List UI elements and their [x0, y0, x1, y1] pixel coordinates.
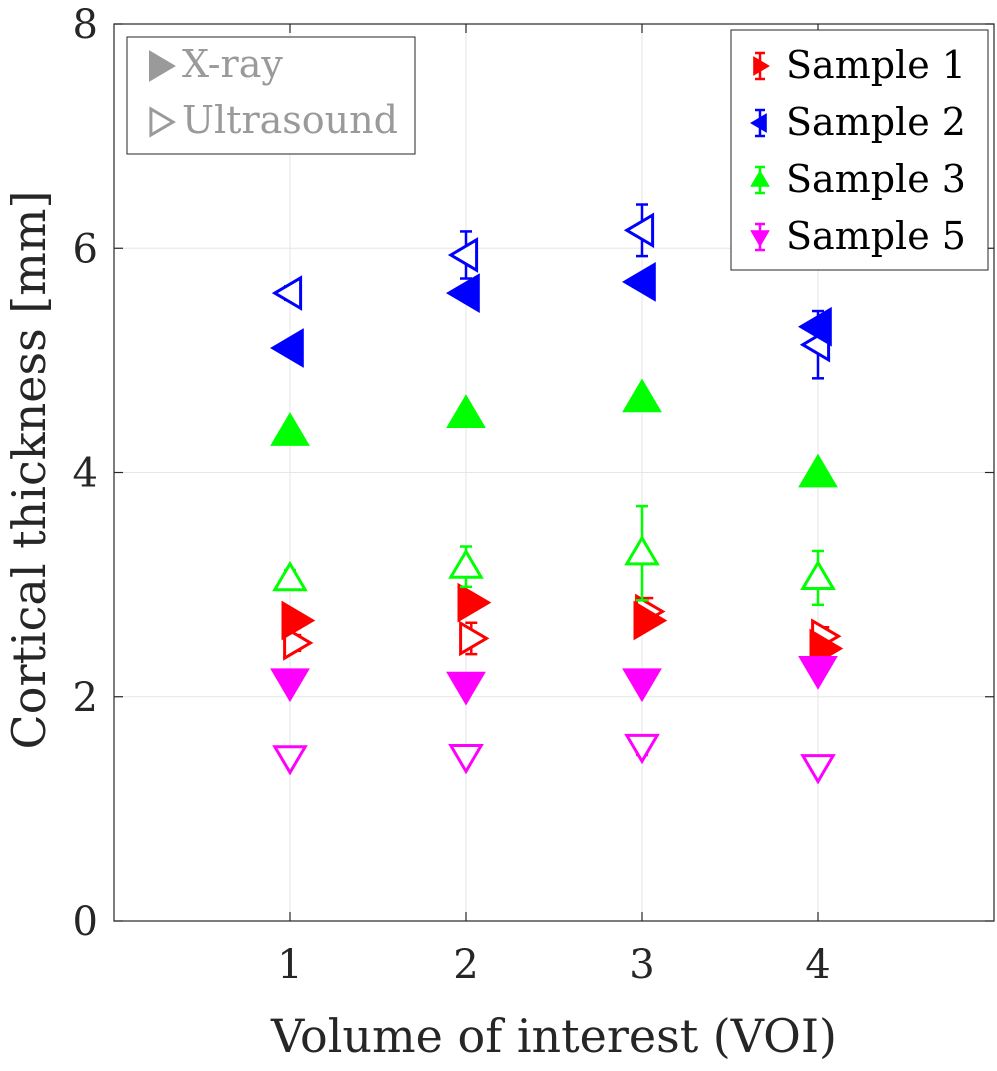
method-legend-label-xray: X-ray — [182, 42, 283, 86]
y-tick-label-2: 2 — [73, 675, 98, 721]
point-xray-sample-3-voi-3 — [622, 378, 662, 413]
sample-legend-box — [730, 29, 989, 271]
series-sample-5 — [270, 656, 838, 785]
point-xray-sample-5-voi-2 — [446, 671, 486, 706]
point-xray-sample-1-voi-1 — [281, 600, 316, 641]
point-xray-sample-2-voi-3 — [622, 262, 656, 302]
legend-marker-sample-2 — [750, 113, 767, 133]
point-xray-sample-2-voi-2 — [446, 273, 480, 313]
series-sample-1 — [281, 582, 844, 669]
point-xray-sample-2-voi-1 — [270, 328, 304, 368]
legend-marker-sample-5 — [750, 230, 770, 247]
point-ultrasound-sample-3-voi-4 — [800, 559, 836, 590]
y-tick-label-4: 4 — [73, 451, 98, 497]
axis-ticks — [114, 23, 994, 922]
legend-label-sample-5: Sample 5 — [786, 214, 966, 258]
legend-marker-ultrasound — [149, 106, 176, 138]
x-tick-label-4: 4 — [805, 942, 830, 988]
method-legend-label-ultrasound: Ultrasound — [182, 98, 398, 142]
x-tick-label-3: 3 — [629, 942, 654, 988]
y-tick-labels: 0 2 4 6 8 — [73, 2, 98, 945]
legend-label-sample-3: Sample 3 — [786, 157, 966, 201]
point-xray-sample-1-voi-2 — [457, 582, 492, 623]
sample-legend: Sample 1 Sample 2 Sample 3 Sample 5 — [730, 29, 989, 271]
point-ultrasound-sample-5-voi-2 — [448, 744, 484, 775]
series-sample-2 — [270, 203, 832, 380]
method-legend: X-ray Ultrasound — [126, 36, 416, 155]
y-tick-label-8: 8 — [73, 2, 98, 48]
point-ultrasound-sample-2-voi-3 — [623, 212, 655, 249]
y-tick-label-0: 0 — [73, 899, 98, 945]
x-axis-title: Volume of interest (VOI) — [270, 1009, 837, 1063]
point-xray-sample-5-voi-1 — [270, 668, 310, 703]
x-tick-label-2: 2 — [453, 942, 478, 988]
point-xray-sample-5-voi-4 — [798, 656, 838, 690]
point-ultrasound-sample-1-voi-2 — [459, 620, 490, 657]
point-xray-sample-3-voi-4 — [798, 453, 838, 488]
legend-label-sample-2: Sample 2 — [786, 100, 966, 144]
series-sample-3 — [270, 378, 838, 607]
point-ultrasound-sample-5-voi-3 — [624, 733, 660, 765]
y-tick-label-6: 6 — [73, 226, 98, 272]
point-xray-sample-3-voi-2 — [446, 394, 486, 428]
point-xray-sample-5-voi-3 — [622, 668, 662, 703]
point-ultrasound-sample-3-voi-3 — [624, 535, 660, 566]
point-xray-sample-2-voi-4 — [798, 306, 832, 347]
x-tick-label-1: 1 — [277, 942, 302, 988]
point-ultrasound-sample-5-voi-1 — [272, 745, 308, 776]
method-legend-box — [126, 36, 416, 155]
point-ultrasound-sample-1-voi-1 — [283, 625, 314, 661]
data-marks — [270, 203, 844, 785]
point-ultrasound-sample-3-voi-1 — [272, 560, 308, 592]
point-ultrasound-sample-2-voi-2 — [447, 237, 479, 273]
point-ultrasound-sample-2-voi-1 — [271, 275, 303, 311]
y-axis-title: Cortical thickness [mm] — [2, 191, 56, 750]
point-ultrasound-sample-5-voi-4 — [800, 754, 836, 785]
point-ultrasound-sample-3-voi-2 — [448, 548, 484, 579]
legend-marker-sample-1 — [753, 56, 770, 76]
legend-marker-xray — [149, 50, 176, 82]
legend-marker-sample-3 — [750, 170, 770, 187]
x-tick-labels: 1 2 3 4 — [277, 942, 830, 988]
point-xray-sample-3-voi-1 — [270, 412, 310, 446]
point-xray-sample-1-voi-3 — [633, 600, 668, 641]
legend-label-sample-1: Sample 1 — [786, 43, 966, 87]
